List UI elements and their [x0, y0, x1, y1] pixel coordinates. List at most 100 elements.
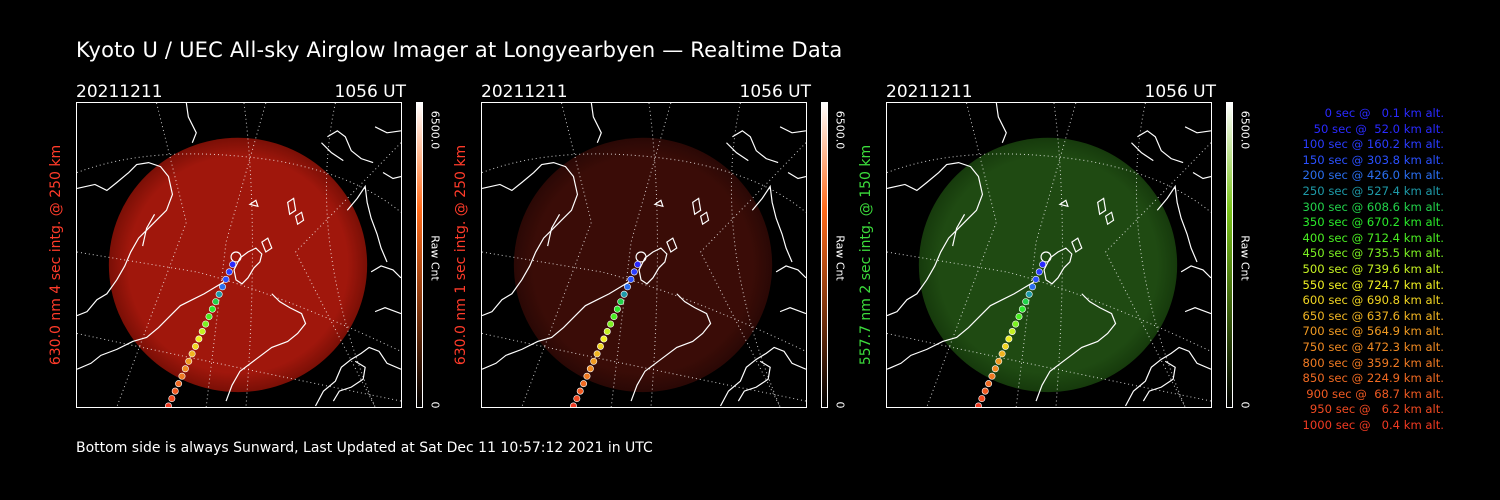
allsky-image: [886, 102, 1212, 408]
panel-date: 20211211: [886, 82, 973, 102]
track-point: [597, 342, 604, 350]
track-point: [1039, 260, 1047, 268]
trajectory-track: [569, 251, 647, 407]
legend-row: 750 sec @ 472.3 km alt.: [1298, 339, 1444, 354]
track-point: [1018, 305, 1026, 313]
legend-row: 0 sec @ 0.1 km alt.: [1313, 106, 1444, 120]
colorbar: [416, 102, 423, 408]
allsky-image: [76, 102, 402, 408]
image-panel-2: 20211211 1056 UT 630.0 nm 1 sec intg. @ …: [453, 80, 881, 430]
track-point: [192, 342, 199, 350]
track-point: [981, 387, 989, 395]
colorbar-max-label: 6500.0: [428, 110, 442, 150]
track-point: [610, 313, 618, 321]
colorbar-unit-label: Raw Cnt: [1238, 235, 1252, 281]
footer-note: Bottom side is always Sunward, Last Upda…: [76, 440, 653, 456]
geo-grid: [482, 103, 806, 407]
track-point: [593, 350, 601, 358]
geo-grid: [887, 103, 1211, 407]
track-point: [230, 251, 242, 263]
colorbar: [821, 102, 828, 408]
track-point: [178, 372, 186, 380]
track-point: [613, 305, 621, 313]
panel-date: 20211211: [76, 82, 163, 102]
track-point: [208, 305, 216, 313]
legend-row: 950 sec @ 6.2 km alt.: [1306, 402, 1444, 417]
legend-row: 200 sec @ 426.0 km alt.: [1298, 168, 1444, 183]
page-title: Kyoto U / UEC All-sky Airglow Imager at …: [76, 38, 843, 62]
colorbar-max-label: 6500.0: [1238, 110, 1252, 150]
geo-grid: [77, 103, 401, 407]
track-point: [617, 298, 625, 306]
track-point: [188, 350, 196, 358]
track-point: [978, 395, 986, 403]
track-point: [229, 260, 237, 268]
track-point: [635, 251, 647, 263]
legend-row: 450 sec @ 735.5 km alt.: [1298, 246, 1444, 261]
legend-row: 300 sec @ 608.6 km alt.: [1298, 199, 1444, 214]
image-panel-1: 20211211 1056 UT 630.0 nm 4 sec intg. @ …: [48, 80, 476, 430]
track-point: [607, 320, 615, 328]
track-point: [1012, 320, 1020, 328]
panel-date: 20211211: [481, 82, 568, 102]
panel-ylabel: 557.7 nm 2 sec intg. @ 150 km: [853, 102, 879, 408]
ylabel-text: 630.0 nm 1 sec intg. @ 250 km: [453, 144, 469, 366]
track-point: [181, 365, 189, 373]
track-point: [1029, 283, 1036, 291]
track-point: [219, 283, 226, 291]
track-point: [195, 335, 203, 343]
colorbar: [1226, 102, 1233, 408]
track-point: [600, 335, 608, 343]
legend-row: 700 sec @ 564.9 km alt.: [1298, 324, 1444, 339]
ylabel-text: 630.0 nm 4 sec intg. @ 250 km: [48, 144, 64, 366]
track-point: [998, 350, 1006, 358]
airglow-disk: [513, 137, 773, 393]
trajectory-legend: 0 sec @ 0.1 km alt. 50 sec @ 52.0 km alt…: [1262, 106, 1444, 433]
track-point: [205, 313, 213, 321]
airglow-disk: [918, 137, 1178, 393]
track-point: [995, 357, 1003, 365]
legend-row: 550 sec @ 724.7 km alt.: [1298, 277, 1444, 292]
track-point: [1022, 298, 1030, 306]
trajectory-track: [164, 251, 242, 407]
map-svg: [77, 103, 401, 407]
legend-row: 600 sec @ 690.8 km alt.: [1298, 293, 1444, 308]
track-point: [1035, 268, 1043, 276]
track-point: [202, 320, 210, 328]
coastline: [77, 103, 401, 407]
legend-row: 800 sec @ 359.2 km alt.: [1298, 355, 1444, 370]
legend-row: 50 sec @ 52.0 km alt.: [1306, 121, 1444, 136]
legend-row: 500 sec @ 739.6 km alt.: [1298, 261, 1444, 276]
track-point: [634, 260, 642, 268]
track-point: [168, 395, 176, 403]
map-svg: [482, 103, 806, 407]
coastline: [482, 103, 806, 407]
track-point: [974, 402, 982, 407]
track-point: [573, 395, 581, 403]
track-point: [185, 357, 193, 365]
colorbar-min-label: 0: [1238, 401, 1252, 409]
track-point: [1032, 275, 1040, 283]
track-point: [576, 387, 584, 395]
track-point: [985, 380, 993, 388]
panel-time: 1056 UT: [334, 82, 407, 102]
track-point: [586, 365, 594, 373]
track-point: [215, 290, 223, 298]
legend-row: 850 sec @ 224.9 km alt.: [1298, 371, 1444, 386]
track-point: [1008, 328, 1016, 335]
legend-row: 400 sec @ 712.4 km alt.: [1298, 230, 1444, 245]
ylabel-text: 557.7 nm 2 sec intg. @ 150 km: [858, 144, 874, 366]
colorbar-max-label: 6500.0: [833, 110, 847, 150]
legend-row: 1000 sec @ 0.4 km alt.: [1302, 417, 1444, 432]
legend-row: 150 sec @ 303.8 km alt.: [1298, 152, 1444, 167]
trajectory-track: [974, 251, 1052, 407]
legend-row: 650 sec @ 637.6 km alt.: [1298, 308, 1444, 323]
colorbar-unit-label: Raw Cnt: [833, 235, 847, 281]
track-point: [1015, 313, 1023, 321]
colorbar-min-label: 0: [833, 401, 847, 409]
track-point: [603, 328, 611, 335]
track-point: [991, 365, 999, 373]
allsky-image: [481, 102, 807, 408]
track-point: [630, 268, 638, 276]
track-point: [590, 357, 598, 365]
